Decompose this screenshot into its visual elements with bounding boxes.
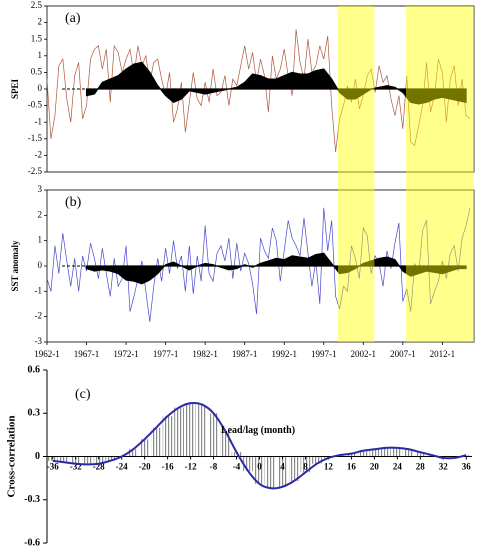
x-tick-label: 4: [280, 462, 285, 472]
y-tick-label: 0: [38, 83, 43, 93]
y-tick-label: 0: [35, 451, 40, 462]
bar: [82, 456, 93, 465]
bar: [208, 413, 219, 457]
bar: [93, 456, 104, 464]
bar: [380, 447, 391, 457]
y-tick-label: -1: [35, 116, 43, 126]
y-tick-label: 2: [38, 209, 43, 219]
bar: [415, 452, 426, 457]
x-tick-label: 12: [324, 462, 334, 472]
highlight-band: [405, 6, 474, 342]
x-tick-label: -36: [47, 462, 59, 472]
x-tick-label: -4: [233, 462, 241, 472]
y-tick-label: -0.6: [24, 537, 40, 548]
bar: [128, 449, 139, 457]
series-line: [46, 207, 471, 322]
x-tick-label: 8: [303, 462, 308, 472]
bar: [197, 404, 207, 457]
y-tick-label: -3: [35, 336, 43, 346]
x-tick-label: 16: [347, 462, 357, 472]
bar: [151, 427, 162, 457]
smoothed-area: [85, 252, 467, 285]
bar: [277, 456, 288, 487]
y-axis-label: Cross-correlation: [6, 415, 18, 497]
bar: [357, 450, 368, 457]
y-tick-label: 2.5: [31, 0, 43, 10]
x-tick-label: -20: [139, 462, 151, 472]
x-tick-label: 2012-1: [430, 349, 456, 359]
bar: [346, 453, 357, 457]
bar: [289, 456, 299, 482]
series-line: [46, 29, 471, 153]
panel-label: (c): [75, 387, 91, 402]
x-tick-label: 1977-1: [153, 349, 179, 359]
x-tick-label: -12: [185, 462, 197, 472]
y-tick-label: 1: [38, 235, 43, 245]
x-tick-label: 24: [393, 462, 403, 472]
x-tick-label: -24: [116, 462, 128, 472]
bar: [220, 430, 230, 457]
bar: [105, 456, 116, 461]
bar: [403, 449, 414, 457]
bar: [312, 456, 322, 464]
y-axis-label: SPEI: [10, 79, 20, 100]
y-tick-label: -0.5: [28, 100, 43, 110]
y-axis-label: SST anomaly: [10, 240, 20, 292]
bar: [231, 452, 242, 457]
x-tick-label: 28: [416, 462, 426, 472]
bar: [243, 456, 253, 471]
x-tick-label: 32: [439, 462, 449, 472]
y-tick-label: -1.5: [28, 133, 43, 143]
x-tick-label: 20: [370, 462, 380, 472]
x-tick-label: 0: [257, 462, 262, 472]
y-tick-label: 0.6: [28, 364, 41, 375]
bar: [185, 403, 196, 457]
x-tick-label: 2007-1: [390, 349, 416, 359]
x-tick-label: 1962-1: [34, 349, 60, 359]
bar: [266, 456, 276, 489]
x-tick-label: -8: [210, 462, 218, 472]
panel-label: (b): [65, 195, 82, 210]
y-tick-label: -0.3: [24, 494, 40, 505]
bar: [162, 416, 173, 457]
y-tick-label: 1: [38, 50, 43, 60]
y-tick-label: 1.5: [31, 33, 43, 43]
smoothed-area: [85, 61, 467, 105]
x-tick-label: 1997-1: [311, 349, 337, 359]
bar: [300, 456, 311, 473]
bar: [392, 447, 403, 457]
y-tick-label: -2: [35, 149, 43, 159]
y-tick-label: 0.5: [31, 66, 43, 76]
x-tick-label: -32: [70, 462, 82, 472]
bar: [139, 439, 150, 457]
bar: [369, 449, 380, 457]
bar: [70, 456, 81, 464]
bar: [254, 456, 265, 484]
x-tick-label: -28: [93, 462, 105, 472]
x-axis-label: Lead/lag (month): [221, 425, 295, 436]
y-tick-label: -2: [35, 311, 43, 321]
x-tick-label: 36: [462, 462, 472, 472]
y-tick-label: 2: [38, 17, 43, 27]
x-tick-label: 2002-1: [351, 349, 377, 359]
correlation-curve: [52, 401, 467, 490]
bar: [59, 456, 70, 463]
x-tick-label: 1967-1: [74, 349, 100, 359]
x-tick-label: -16: [162, 462, 174, 472]
y-tick-label: -1: [35, 285, 43, 295]
x-tick-label: 1972-1: [113, 349, 139, 359]
x-tick-label: 1987-1: [232, 349, 258, 359]
x-tick-label: 1982-1: [192, 349, 218, 359]
x-tick-label: 1992-1: [271, 349, 297, 359]
highlight-band: [337, 6, 375, 342]
panel-label: (a): [65, 11, 81, 26]
bar: [174, 407, 184, 457]
y-tick-label: -2.5: [28, 166, 43, 176]
y-tick-label: 0: [38, 260, 43, 270]
y-tick-label: 3: [38, 184, 43, 194]
y-tick-label: 0.3: [28, 408, 41, 419]
